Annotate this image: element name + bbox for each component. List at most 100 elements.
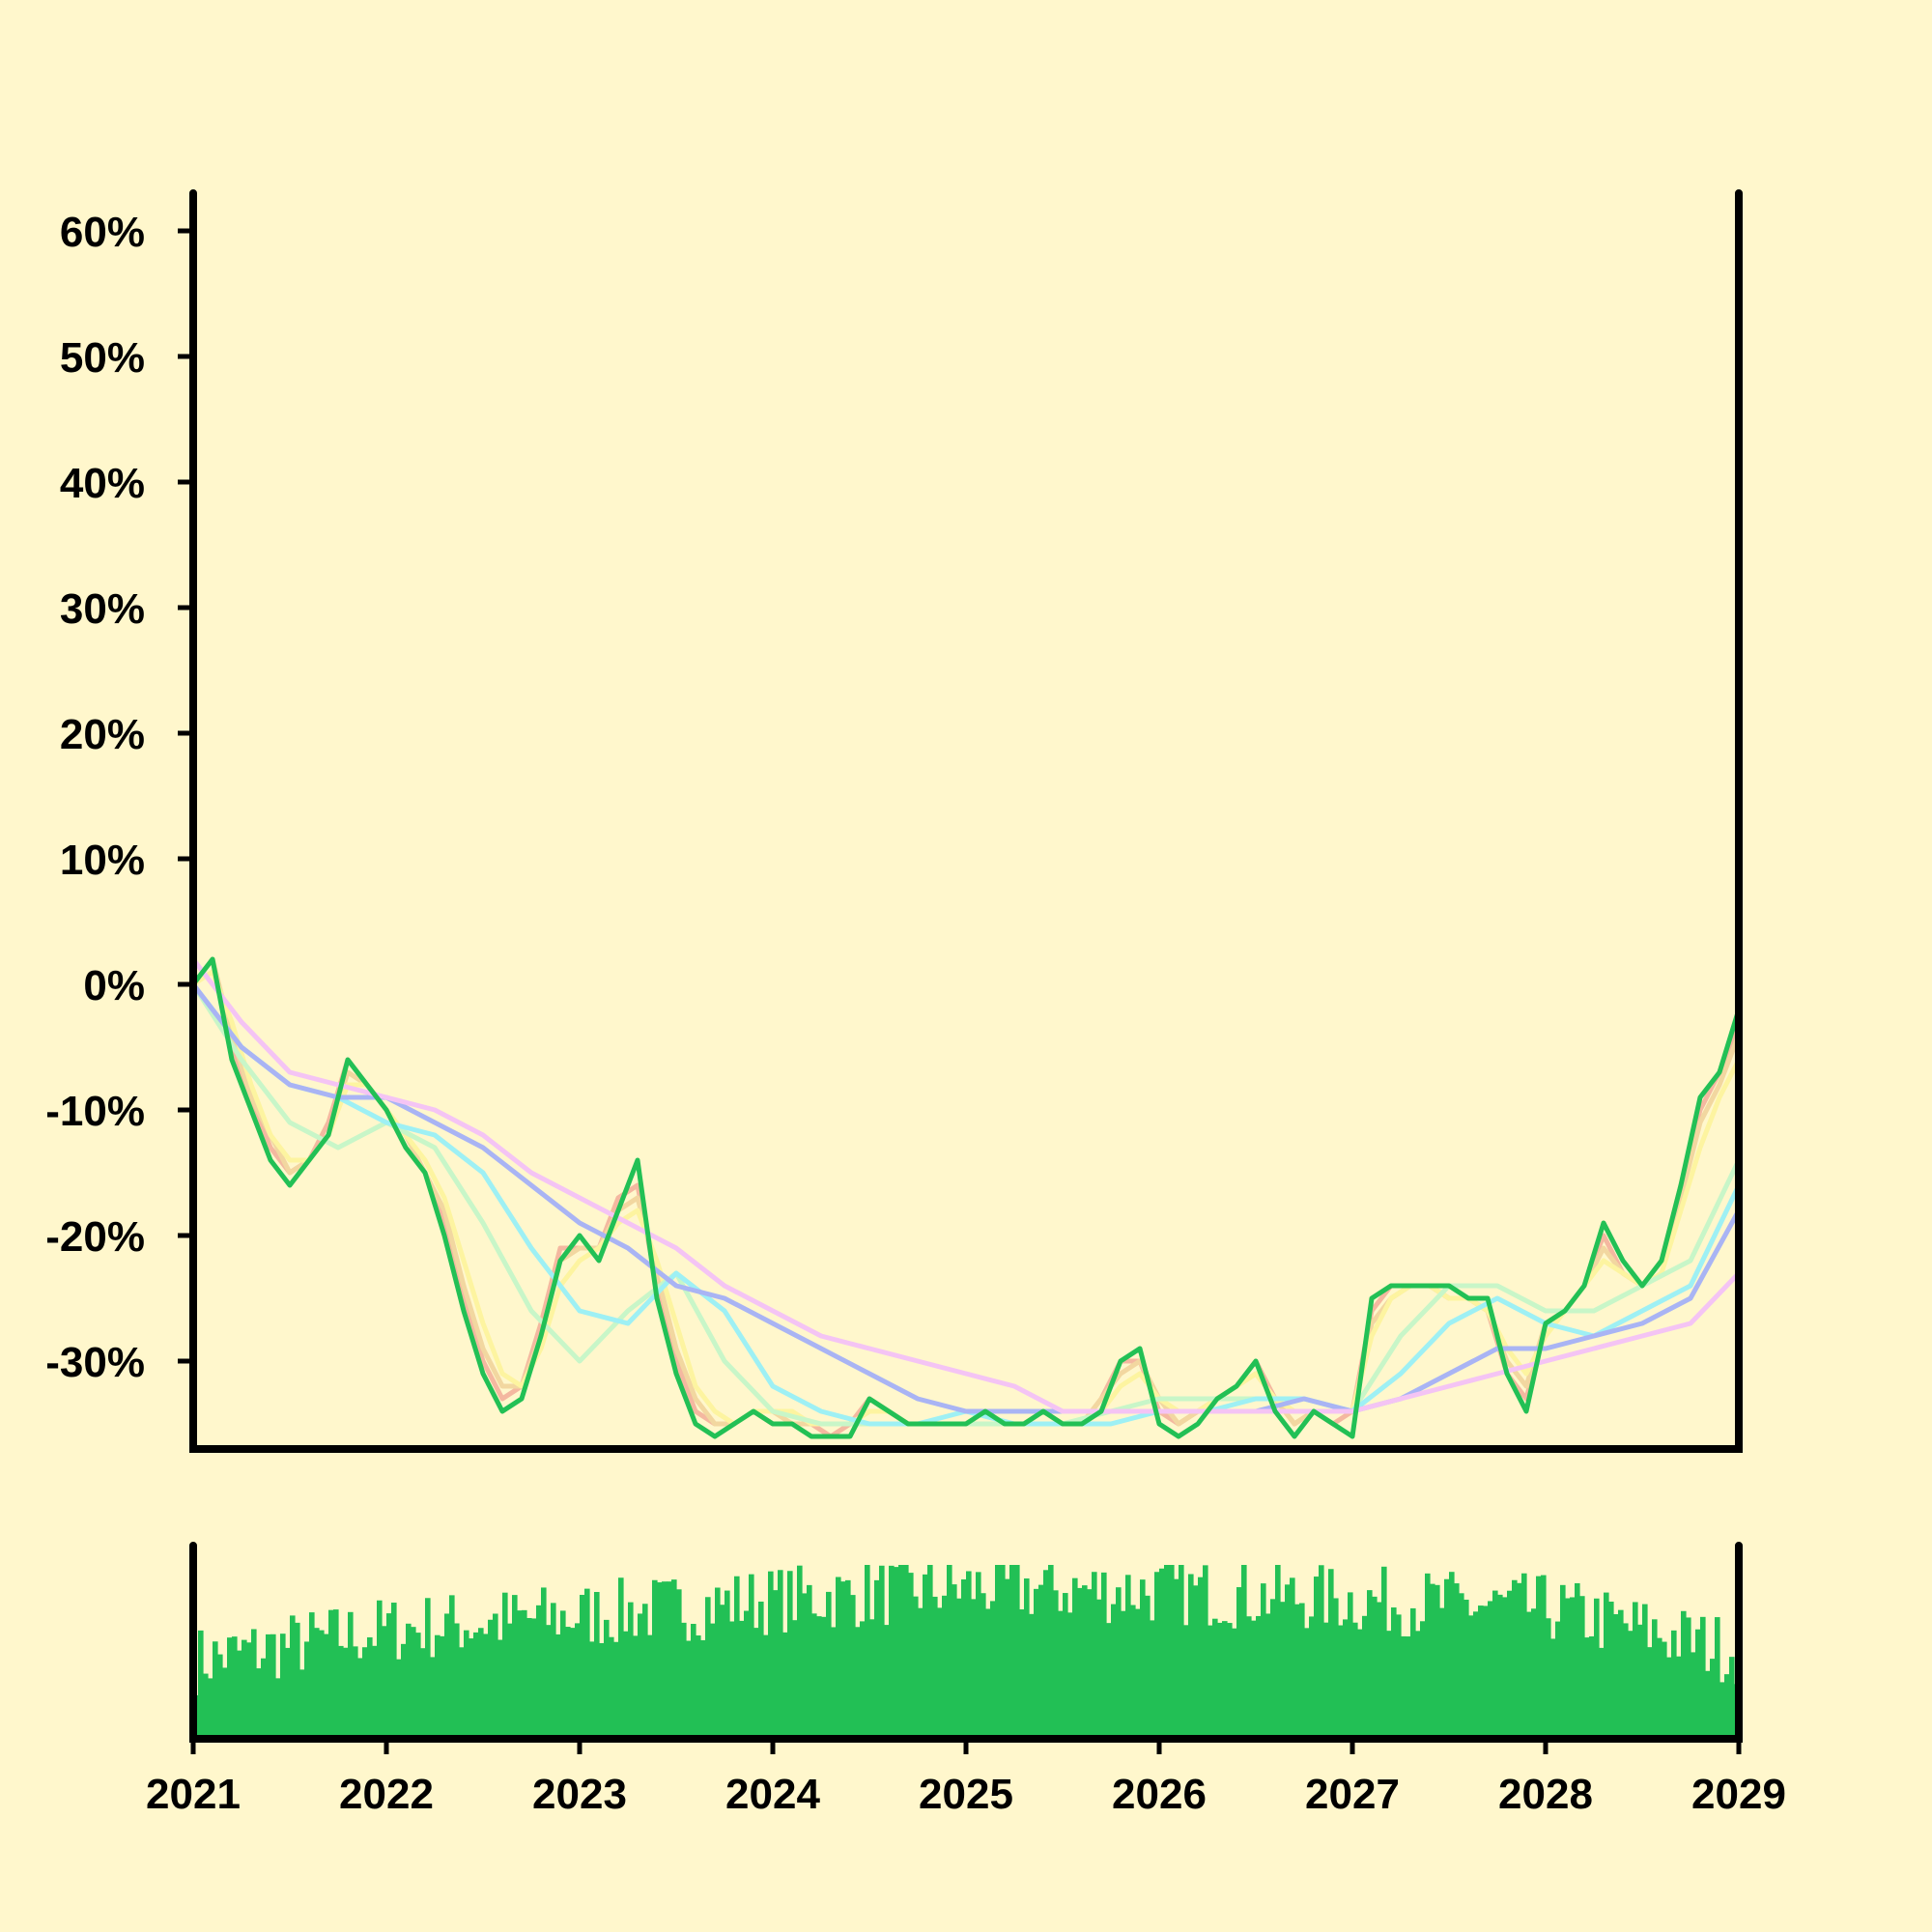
volume-bar bbox=[1517, 1582, 1522, 1739]
volume-bar bbox=[792, 1620, 798, 1739]
volume-bar bbox=[1058, 1610, 1064, 1739]
volume-bar bbox=[382, 1626, 387, 1739]
volume-bar bbox=[1729, 1657, 1735, 1739]
volume-bar bbox=[1555, 1621, 1561, 1739]
volume-bar bbox=[1608, 1602, 1614, 1739]
x-tick-label: 2023 bbox=[532, 1771, 627, 1818]
volume-bar bbox=[1019, 1609, 1025, 1739]
volume-bar bbox=[333, 1609, 339, 1739]
volume-bar bbox=[1053, 1590, 1059, 1739]
volume-bar bbox=[1594, 1598, 1600, 1739]
volume-bar bbox=[865, 1565, 870, 1739]
volume-bar bbox=[536, 1605, 542, 1739]
volume-bar bbox=[1077, 1587, 1083, 1739]
volume-bar bbox=[923, 1574, 928, 1739]
volume-bar bbox=[1618, 1609, 1624, 1739]
volume-bar bbox=[299, 1669, 305, 1739]
volume-bar bbox=[932, 1596, 938, 1739]
volume-bar bbox=[1666, 1657, 1672, 1739]
volume-bar bbox=[1159, 1568, 1165, 1739]
volume-bar bbox=[1275, 1565, 1281, 1739]
volume-bar bbox=[1043, 1570, 1049, 1739]
volume-bar bbox=[1241, 1565, 1247, 1739]
volume-bar bbox=[589, 1641, 595, 1739]
volume-bar bbox=[1715, 1617, 1720, 1739]
volume-bar bbox=[1048, 1565, 1054, 1739]
volume-bar bbox=[208, 1678, 213, 1739]
volume-bar bbox=[1652, 1619, 1658, 1739]
x-tick-label: 2029 bbox=[1691, 1771, 1786, 1818]
volume-bar bbox=[802, 1593, 808, 1739]
y-tick-label: 40% bbox=[60, 460, 145, 507]
volume-bar bbox=[1169, 1565, 1175, 1739]
volume-bar bbox=[1628, 1631, 1634, 1739]
volume-bar bbox=[348, 1611, 354, 1739]
y-tick-label: 0% bbox=[83, 962, 145, 1009]
volume-bar bbox=[845, 1579, 851, 1739]
volume-bar bbox=[1570, 1597, 1576, 1739]
volume-bar bbox=[782, 1632, 788, 1739]
volume-bar bbox=[889, 1565, 895, 1739]
volume-bar bbox=[1604, 1592, 1609, 1739]
x-tick-label: 2028 bbox=[1498, 1771, 1593, 1818]
volume-bar bbox=[1420, 1621, 1426, 1739]
volume-bar bbox=[705, 1597, 711, 1739]
volume-bar bbox=[836, 1577, 841, 1739]
volume-bar bbox=[309, 1612, 315, 1739]
volume-bar bbox=[290, 1615, 296, 1739]
volume-bar bbox=[1642, 1604, 1648, 1739]
volume-bar bbox=[797, 1565, 803, 1739]
volume-bar bbox=[319, 1630, 325, 1739]
volume-bar bbox=[526, 1617, 532, 1739]
volume-bar bbox=[454, 1623, 460, 1739]
volume-bar bbox=[1676, 1656, 1682, 1739]
volume-bar bbox=[541, 1587, 547, 1739]
volume-bar bbox=[961, 1578, 967, 1739]
volume-bar bbox=[1314, 1577, 1320, 1739]
volume-bar bbox=[633, 1635, 639, 1739]
volume-bar bbox=[1111, 1604, 1117, 1739]
y-tick-label: 20% bbox=[60, 711, 145, 758]
volume-bar bbox=[1261, 1583, 1266, 1739]
volume-bar bbox=[512, 1595, 518, 1739]
volume-bar bbox=[328, 1609, 334, 1739]
volume-bar bbox=[811, 1613, 817, 1739]
y-tick-label: -10% bbox=[45, 1088, 145, 1135]
volume-bar bbox=[227, 1637, 233, 1739]
volume-bar bbox=[1623, 1623, 1629, 1739]
volume-bar bbox=[1575, 1582, 1580, 1739]
volume-bar bbox=[266, 1634, 271, 1739]
volume-bar bbox=[1150, 1620, 1155, 1739]
volume-bar bbox=[425, 1598, 431, 1739]
volume-bar bbox=[903, 1565, 909, 1739]
volume-bar bbox=[937, 1607, 943, 1739]
volume-bar bbox=[565, 1627, 571, 1739]
volume-bar bbox=[261, 1658, 267, 1739]
volume-bar bbox=[1227, 1623, 1233, 1739]
volume-bar bbox=[952, 1584, 957, 1739]
y-tick-label: -30% bbox=[45, 1339, 145, 1386]
volume-bar bbox=[1222, 1621, 1228, 1739]
volume-bar bbox=[203, 1673, 209, 1739]
volume-bar bbox=[840, 1581, 846, 1739]
volume-bar bbox=[947, 1565, 952, 1739]
volume-bar bbox=[662, 1581, 668, 1739]
volume-bar bbox=[1005, 1578, 1010, 1739]
volume-bars bbox=[193, 1565, 1740, 1739]
volume-bar bbox=[1478, 1605, 1484, 1739]
volume-bar bbox=[386, 1613, 392, 1739]
volume-bar bbox=[324, 1634, 329, 1739]
volume-bar bbox=[1700, 1616, 1706, 1739]
volume-bar bbox=[913, 1596, 919, 1739]
volume-bar bbox=[1430, 1583, 1435, 1739]
volume-bar bbox=[546, 1625, 552, 1739]
volume-bar bbox=[217, 1654, 223, 1739]
volume-bar bbox=[884, 1625, 890, 1739]
volume-bar bbox=[1236, 1587, 1242, 1739]
volume-bar bbox=[753, 1628, 759, 1739]
volume-bar bbox=[1193, 1585, 1199, 1739]
volume-bar bbox=[671, 1579, 677, 1739]
volume-bar bbox=[898, 1565, 904, 1739]
volume-bar bbox=[444, 1613, 450, 1739]
volume-bar bbox=[1671, 1630, 1677, 1739]
